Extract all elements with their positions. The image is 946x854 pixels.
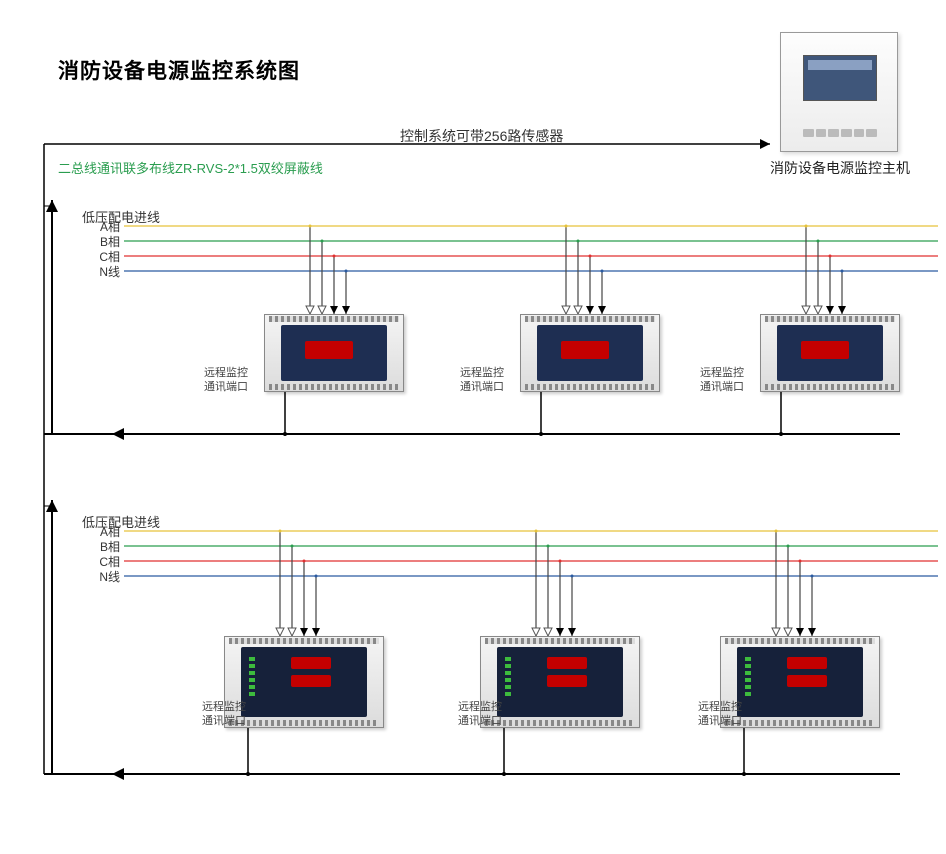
port-label-line2: 通讯端口 xyxy=(204,381,248,393)
sensor-device-2-1 xyxy=(224,636,384,728)
sensor-device-1-1 xyxy=(264,314,404,392)
port-label-line1: 远程监控 xyxy=(460,367,504,379)
comm-port-label-1-2: 远程监控通讯端口 xyxy=(460,366,504,395)
comm-port-label-2-1: 远程监控通讯端口 xyxy=(202,700,246,729)
monitoring-host-panel xyxy=(780,32,898,152)
port-label-line1: 远程监控 xyxy=(698,701,742,713)
port-label-line1: 远程监控 xyxy=(202,701,246,713)
port-label-line2: 通讯端口 xyxy=(202,715,246,727)
comm-port-label-1-3: 远程监控通讯端口 xyxy=(700,366,744,395)
host-lcd-icon xyxy=(803,55,877,101)
port-label-line2: 通讯端口 xyxy=(700,381,744,393)
port-label-line1: 远程监控 xyxy=(458,701,502,713)
port-label-line1: 远程监控 xyxy=(700,367,744,379)
bus-wiring-text: 二总线通讯联多布线ZR-RVS-2*1.5双绞屏蔽线 xyxy=(58,158,323,177)
port-label-line2: 通讯端口 xyxy=(458,715,502,727)
host-buttons-row xyxy=(803,129,877,137)
sensor-device-2-2 xyxy=(480,636,640,728)
system-capacity-text: 控制系统可带256路传感器 xyxy=(400,126,563,146)
diagram-title: 消防设备电源监控系统图 xyxy=(58,55,300,85)
sensor-device-1-2 xyxy=(520,314,660,392)
comm-port-label-2-2: 远程监控通讯端口 xyxy=(458,700,502,729)
phase-label-N线: N线 xyxy=(80,568,120,585)
sensor-device-2-3 xyxy=(720,636,880,728)
sensor-device-1-3 xyxy=(760,314,900,392)
phase-label-N线: N线 xyxy=(80,263,120,280)
comm-port-label-1-1: 远程监控通讯端口 xyxy=(204,366,248,395)
host-label: 消防设备电源监控主机 xyxy=(760,158,920,178)
port-label-line2: 通讯端口 xyxy=(698,715,742,727)
port-label-line1: 远程监控 xyxy=(204,367,248,379)
comm-port-label-2-3: 远程监控通讯端口 xyxy=(698,700,742,729)
port-label-line2: 通讯端口 xyxy=(460,381,504,393)
